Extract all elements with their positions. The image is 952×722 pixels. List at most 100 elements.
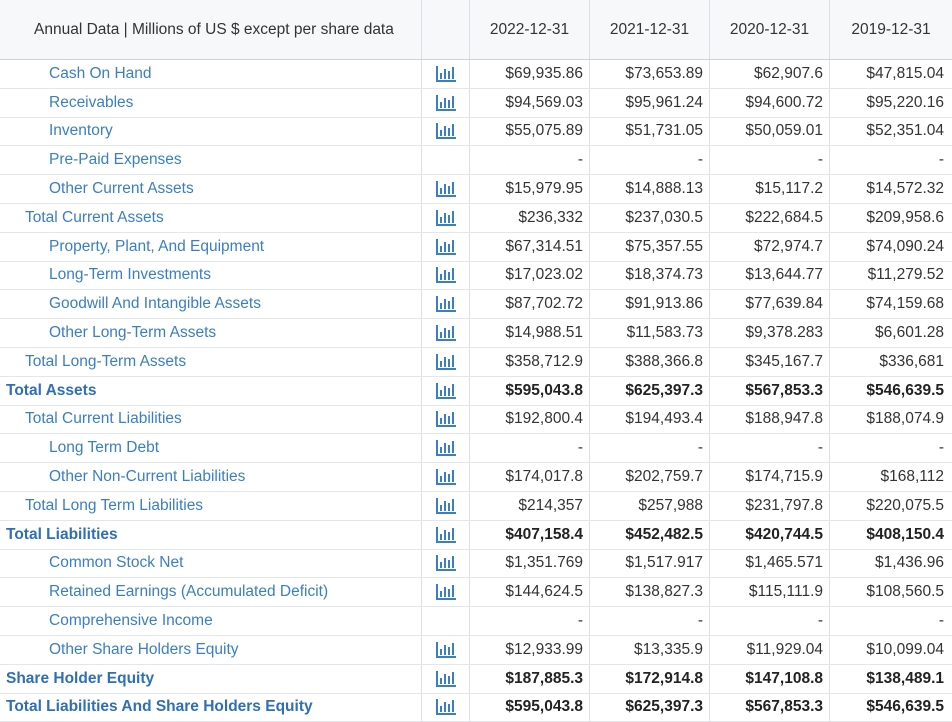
- chart-cell: [422, 463, 470, 491]
- bar-chart-icon[interactable]: [435, 641, 457, 659]
- value-cell-2021: $172,914.8: [590, 664, 710, 693]
- bar-chart-icon[interactable]: [435, 295, 457, 313]
- bar-chart-icon[interactable]: [435, 698, 457, 716]
- value-cell-2019: $14,572.32: [866, 180, 944, 198]
- table-row: Property, Plant, And Equipment $67,314.51…: [0, 232, 952, 262]
- row-label[interactable]: Common Stock Net: [0, 549, 422, 578]
- value-cell-2021: $75,357.55: [590, 232, 710, 261]
- bar-chart-icon[interactable]: [435, 209, 457, 227]
- row-label[interactable]: Inventory: [0, 117, 422, 146]
- value-cell-2020: $115,111.9: [710, 578, 830, 607]
- value-cell-2019: $52,351.04: [866, 122, 944, 140]
- year-2019-header: 2019-12-31: [851, 20, 931, 38]
- row-label[interactable]: Total Assets: [0, 376, 422, 405]
- row-label[interactable]: Total Long Term Liabilities: [0, 491, 422, 520]
- bar-chart-icon[interactable]: [435, 554, 457, 572]
- table-row: Total Current Assets $236,332 $237,030.5 $2…: [0, 203, 952, 233]
- row-label[interactable]: Total Current Liabilities: [0, 405, 422, 434]
- row-label[interactable]: Cash On Hand: [0, 60, 422, 88]
- bar-chart-icon[interactable]: [435, 526, 457, 544]
- bar-chart-icon[interactable]: [435, 410, 457, 428]
- table-row: Other Non-Current Liabilities $174,017.8 $…: [0, 463, 952, 492]
- bar-chart-icon[interactable]: [435, 439, 457, 457]
- row-label[interactable]: Goodwill And Intangible Assets: [0, 290, 422, 319]
- row-label[interactable]: Retained Earnings (Accumulated Deficit): [0, 578, 422, 607]
- chart-cell: [422, 491, 470, 520]
- value-cell-2022: $69,935.86: [470, 60, 590, 88]
- row-label[interactable]: Total Liabilities And Share Holders Equi…: [0, 693, 422, 722]
- row-label[interactable]: Property, Plant, And Equipment: [0, 232, 422, 261]
- bar-chart-icon[interactable]: [435, 583, 457, 601]
- value-cell-2021: $95,961.24: [590, 88, 710, 117]
- bar-chart-icon[interactable]: [435, 468, 457, 486]
- value-cell-2021: $257,988: [590, 491, 710, 520]
- bar-chart-icon[interactable]: [435, 122, 457, 140]
- chart-cell: [422, 635, 470, 664]
- year-2021-header: 2021-12-31: [590, 0, 710, 59]
- value-cell-2022: $236,332: [470, 203, 590, 232]
- value-cell-2021: $11,583.73: [590, 319, 710, 347]
- table-header: Annual Data | Millions of US $ except pe…: [0, 0, 952, 60]
- value-cell-2020: -: [710, 434, 830, 463]
- value-cell-2019: -: [938, 612, 944, 630]
- value-cell-2022: $14,988.51: [470, 319, 590, 347]
- chart-cell: [422, 203, 470, 232]
- value-cell-2020: -: [710, 146, 830, 175]
- table-row: Pre-Paid Expenses - - - -: [0, 146, 952, 176]
- value-cell-2020: $345,167.7: [710, 347, 830, 376]
- chart-cell: [422, 693, 470, 722]
- chart-cell: [422, 261, 470, 290]
- bar-chart-icon[interactable]: [435, 382, 457, 400]
- value-cell-2019: $11,279.52: [867, 266, 944, 284]
- value-cell-2020: $9,378.283: [710, 319, 830, 347]
- row-label[interactable]: Share Holder Equity: [0, 664, 422, 693]
- row-label[interactable]: Long-Term Investments: [0, 261, 422, 290]
- value-cell-2022: -: [470, 146, 590, 175]
- table-row: Total Current Liabilities $192,800.4 $194,…: [0, 405, 952, 435]
- chart-cell: [422, 376, 470, 405]
- chart-cell: [422, 549, 470, 578]
- bar-chart-icon[interactable]: [435, 266, 457, 284]
- bar-chart-icon[interactable]: [435, 180, 457, 198]
- chart-cell: [422, 607, 470, 635]
- bar-chart-icon[interactable]: [435, 353, 457, 371]
- value-cell-2020: $567,853.3: [710, 376, 830, 405]
- row-label[interactable]: Other Non-Current Liabilities: [0, 463, 422, 491]
- row-label[interactable]: Other Share Holders Equity: [0, 635, 422, 664]
- value-cell-2021: $625,397.3: [590, 693, 710, 722]
- row-label[interactable]: Other Current Assets: [0, 175, 422, 203]
- bar-chart-icon[interactable]: [435, 670, 457, 688]
- value-cell-2022: $595,043.8: [470, 376, 590, 405]
- value-cell-2019: $209,958.6: [866, 208, 944, 226]
- value-cell-2020: $188,947.8: [710, 405, 830, 434]
- row-label[interactable]: Total Current Assets: [0, 203, 422, 232]
- row-label[interactable]: Total Long-Term Assets: [0, 347, 422, 376]
- row-label[interactable]: Pre-Paid Expenses: [0, 146, 422, 175]
- value-cell-2019: $10,099.04: [866, 640, 944, 658]
- value-cell-2021: $202,759.7: [590, 463, 710, 491]
- row-label[interactable]: Comprehensive Income: [0, 607, 422, 635]
- row-label[interactable]: Receivables: [0, 88, 422, 117]
- value-cell-2020: $147,108.8: [710, 664, 830, 693]
- value-cell-2022: -: [470, 434, 590, 463]
- bar-chart-icon[interactable]: [435, 497, 457, 515]
- bar-chart-icon[interactable]: [435, 94, 457, 112]
- row-label[interactable]: Long Term Debt: [0, 434, 422, 463]
- value-cell-2019: -: [938, 151, 944, 169]
- chart-cell: [422, 664, 470, 693]
- value-cell-2020: $62,907.6: [710, 60, 830, 88]
- value-cell-2019: $188,074.9: [866, 410, 944, 428]
- table-body: Cash On Hand $69,935.86 $73,653.89 $62,907.…: [0, 60, 952, 722]
- bar-chart-icon[interactable]: [435, 324, 457, 342]
- row-label[interactable]: Total Liabilities: [0, 520, 422, 549]
- bar-chart-icon[interactable]: [435, 238, 457, 256]
- value-cell-2020: $50,059.01: [710, 117, 830, 146]
- value-cell-2022: $87,702.72: [470, 290, 590, 319]
- value-cell-2021: $73,653.89: [590, 60, 710, 88]
- table-row: Other Current Assets $15,979.95 $14,888.13…: [0, 175, 952, 204]
- row-label[interactable]: Other Long-Term Assets: [0, 319, 422, 347]
- value-cell-2022: $214,357: [470, 491, 590, 520]
- bar-chart-icon[interactable]: [435, 65, 457, 83]
- header-title: Annual Data | Millions of US $ except pe…: [0, 0, 422, 59]
